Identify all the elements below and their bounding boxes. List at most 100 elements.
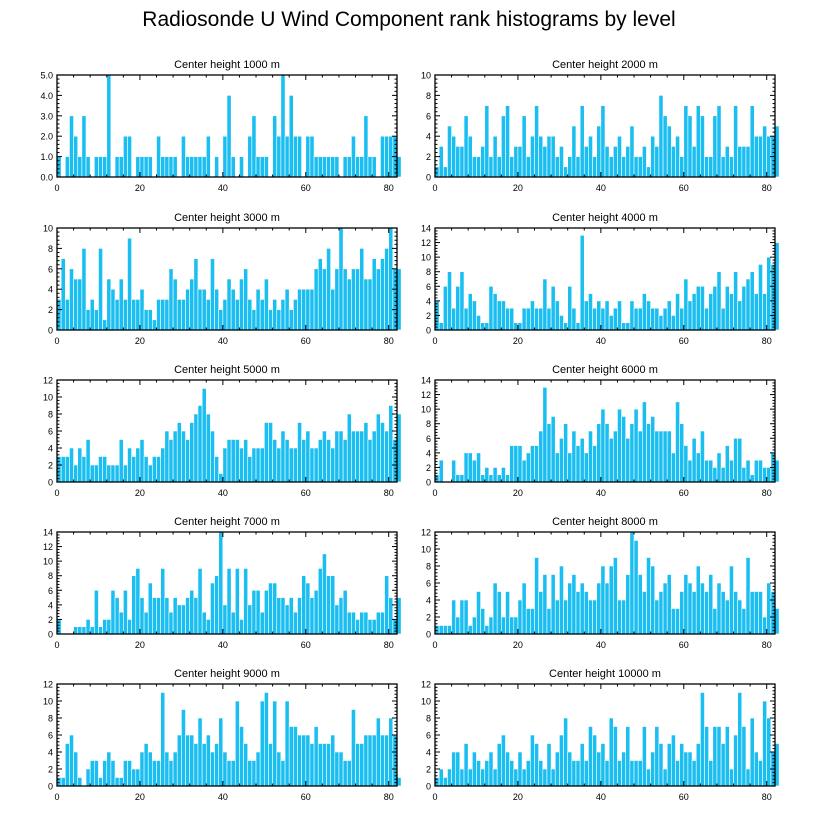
bar: [691, 591, 697, 635]
bar: [521, 582, 527, 635]
x-tick-label: 60: [301, 640, 311, 650]
bar: [305, 288, 311, 331]
bar: [588, 726, 593, 787]
bar: [642, 293, 647, 331]
bar: [451, 135, 457, 178]
bar: [733, 271, 738, 331]
bar: [625, 574, 631, 635]
bar: [683, 751, 689, 787]
bar: [176, 604, 182, 635]
bar: [272, 582, 278, 635]
bar: [380, 258, 385, 331]
bar: [247, 456, 253, 483]
bar: [255, 447, 261, 483]
y-tick-label: 0: [48, 782, 53, 792]
bar: [351, 611, 356, 635]
bar: [488, 751, 494, 787]
bar: [284, 439, 290, 483]
bar: [720, 467, 726, 483]
bar: [189, 422, 195, 483]
bar: [679, 591, 685, 635]
bar: [629, 423, 635, 483]
bar: [621, 751, 627, 787]
bar: [131, 768, 137, 787]
bar: [268, 743, 273, 787]
bar: [654, 599, 660, 635]
bar: [297, 597, 302, 635]
bar: [596, 751, 602, 787]
bar: [123, 760, 128, 787]
x-tick-label: 80: [384, 183, 394, 193]
bar: [234, 568, 240, 635]
bar: [637, 307, 643, 331]
bar: [73, 135, 79, 178]
bar: [447, 271, 452, 331]
x-tick-label: 0: [432, 640, 437, 650]
bar: [530, 300, 535, 331]
bar: [700, 582, 705, 635]
bar: [264, 278, 269, 331]
bar: [98, 777, 103, 787]
bar: [114, 777, 120, 787]
bar: [143, 743, 149, 787]
bar: [571, 430, 577, 483]
bar: [476, 156, 481, 178]
bar: [247, 299, 253, 331]
bar: [185, 288, 190, 331]
bar: [293, 299, 298, 331]
x-tick-label: 20: [513, 183, 523, 193]
bar: [214, 456, 220, 483]
bar: [467, 625, 473, 635]
bar: [571, 760, 577, 787]
y-tick-label: 12: [43, 542, 53, 552]
bar: [114, 597, 120, 635]
bar: [259, 299, 265, 331]
y-tick-label: 0.0: [40, 173, 53, 183]
chart-title: Center height 7000 m: [174, 516, 280, 528]
bar: [592, 734, 598, 787]
bar: [538, 430, 544, 483]
y-tick-label: 8: [426, 419, 431, 429]
bar: [642, 401, 647, 483]
bar: [234, 700, 240, 787]
bar: [181, 135, 186, 178]
bar: [380, 135, 385, 178]
bar: [164, 156, 170, 178]
bar: [143, 456, 149, 483]
bar: [496, 156, 502, 178]
bar: [218, 717, 224, 787]
bar: [542, 574, 548, 635]
bar: [612, 146, 618, 178]
bar: [89, 760, 95, 787]
bar: [716, 105, 722, 178]
bar: [280, 74, 286, 178]
bar: [741, 146, 747, 178]
bar: [467, 135, 473, 178]
bar: [596, 125, 602, 178]
bar: [484, 467, 490, 483]
bar: [662, 115, 668, 178]
bar: [712, 726, 718, 787]
bar: [538, 591, 544, 635]
bar: [309, 743, 315, 787]
bar: [675, 608, 680, 635]
x-tick-label: 60: [301, 183, 311, 193]
bar: [106, 464, 112, 483]
bar: [301, 575, 307, 635]
bar: [583, 760, 589, 787]
bar: [230, 439, 236, 483]
bar: [637, 156, 643, 178]
bar: [239, 156, 244, 178]
bar: [737, 146, 743, 178]
bar: [575, 591, 581, 635]
y-tick-label: 4.0: [40, 91, 53, 101]
bar: [205, 734, 211, 787]
bar: [480, 608, 486, 635]
bar: [766, 467, 772, 483]
bar: [575, 322, 581, 331]
bar: [467, 293, 473, 331]
bar: [214, 156, 220, 178]
bar: [367, 439, 373, 483]
bar: [301, 288, 307, 331]
bar: [579, 582, 585, 635]
